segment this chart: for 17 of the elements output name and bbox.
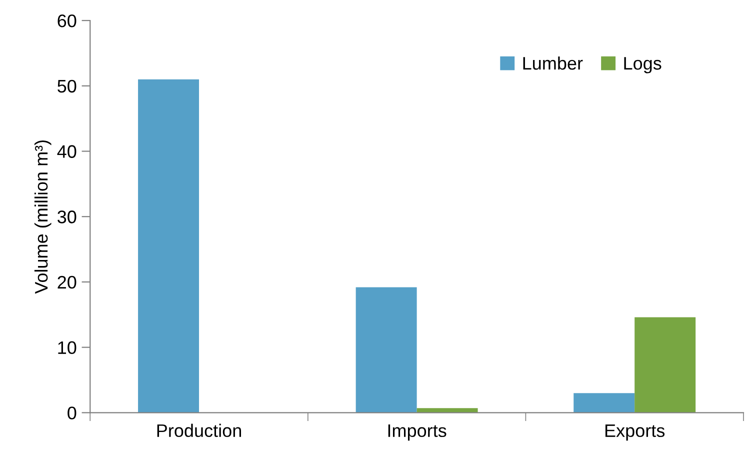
y-tick-label: 10 [58,341,76,354]
x-tick-label: Exports [605,424,665,441]
y-tick-label: 30 [58,210,76,224]
legend-label: Logs [624,57,662,74]
bar [634,317,696,413]
bar [138,79,200,413]
y-tick-label: 20 [58,276,76,289]
x-tick-label: Imports [388,424,446,441]
legend-label: Lumber [523,56,583,70]
x-tick-label: Production [157,424,242,438]
y-tick-label: 40 [57,145,76,158]
y-tick-label: 50 [58,80,76,93]
y-tick-label: 0 [68,406,76,420]
bar [574,393,635,413]
y-tick-label: 60 [58,14,76,28]
bar [356,287,417,413]
y-axis-title: Volume (million m³) [34,140,52,294]
